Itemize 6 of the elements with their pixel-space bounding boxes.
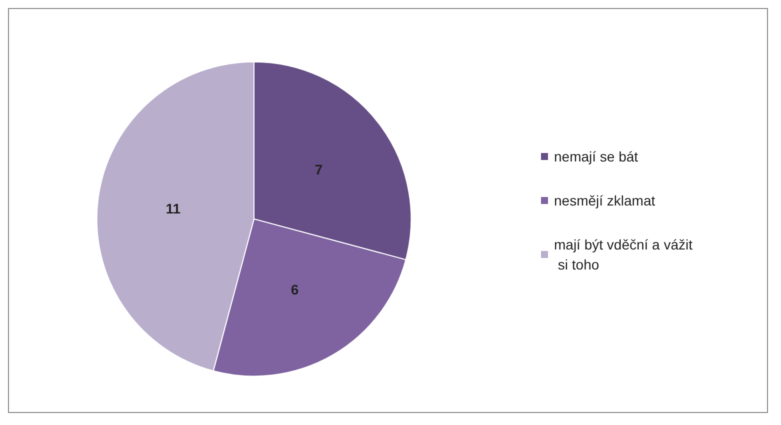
data-label: 7	[314, 161, 323, 178]
data-label: 11	[166, 200, 181, 216]
legend-label: nemají se bát	[554, 148, 638, 164]
data-label: 6	[290, 282, 299, 298]
legend-label: mají být vděční a vážit si toho	[554, 236, 693, 272]
legend-label: nesmějí zklamat	[554, 192, 656, 208]
